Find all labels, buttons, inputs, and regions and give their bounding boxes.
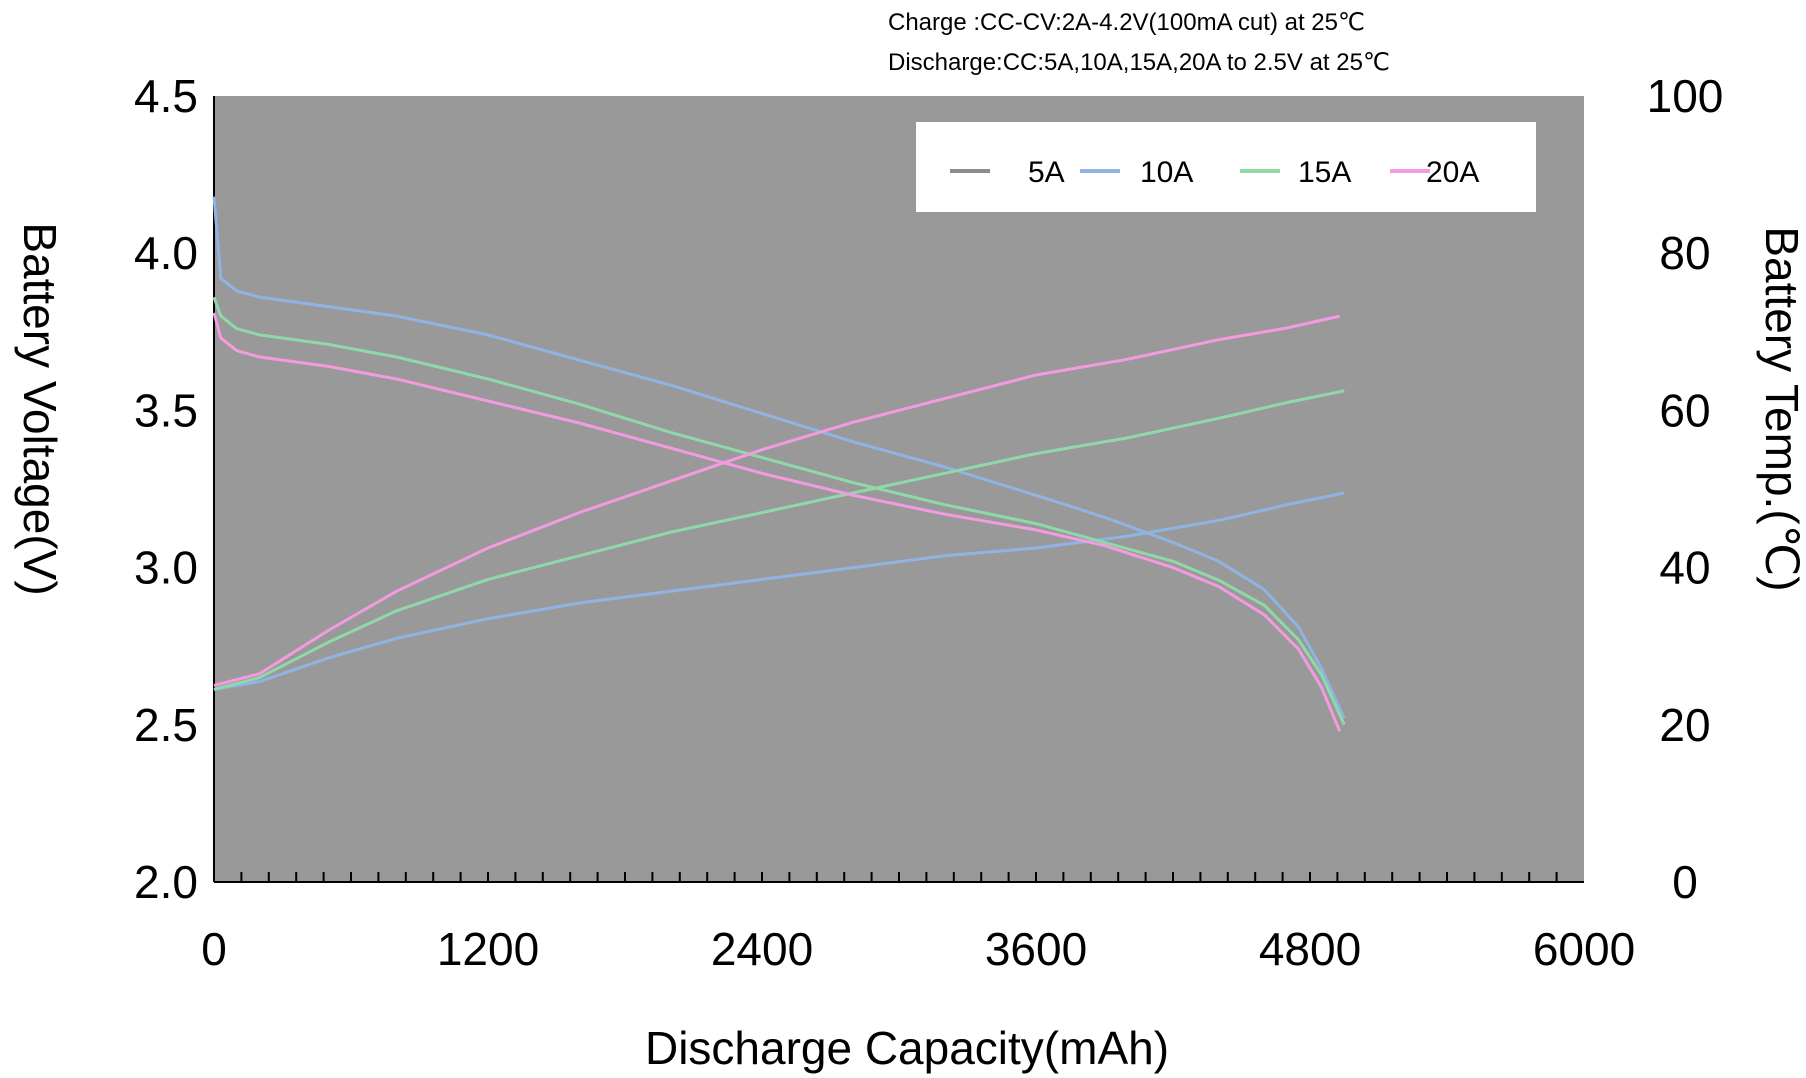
series-20a-temperature-line bbox=[213, 314, 1341, 687]
series-10a-temperature-line bbox=[213, 491, 1345, 691]
series-layer bbox=[212, 196, 1346, 732]
legend-items: 5A 10A 15A 20A bbox=[950, 156, 1479, 189]
y-tick-label: 3.0 bbox=[134, 542, 198, 594]
series-15a-temperature-line bbox=[213, 389, 1345, 691]
y-tick-label: 4.5 bbox=[134, 70, 198, 122]
y2-tick-label: 40 bbox=[1659, 542, 1710, 594]
x-tick-labels: 0 1200 2400 3600 4800 6000 bbox=[201, 923, 1635, 975]
y-tick-label: 4.0 bbox=[134, 227, 198, 279]
plot-area bbox=[214, 96, 1584, 882]
y2-tick-label: 80 bbox=[1659, 227, 1710, 279]
chart-note-charge: Charge :CC-CV:2A-4.2V(100mA cut) at 25℃ bbox=[888, 9, 1365, 36]
chart-note-discharge: Discharge:CC:5A,10A,15A,20A to 2.5V at 2… bbox=[888, 49, 1390, 76]
y-tick-label: 2.0 bbox=[134, 856, 198, 908]
series-10a-voltage-line bbox=[212, 196, 1346, 720]
legend-label-15a: 15A bbox=[1298, 156, 1351, 189]
y2-tick-label: 60 bbox=[1659, 384, 1710, 436]
y2-tick-label: 100 bbox=[1647, 70, 1724, 122]
x-tick-label: 1200 bbox=[437, 923, 539, 975]
y2-axis-title: Battery Temp.(℃) bbox=[1756, 226, 1806, 591]
series-15a-voltage-line bbox=[212, 296, 1346, 726]
x-tick-label: 3600 bbox=[985, 923, 1087, 975]
y-tick-label: 2.5 bbox=[134, 699, 198, 751]
legend-box bbox=[916, 122, 1536, 212]
legend-label-10a: 10A bbox=[1140, 156, 1193, 189]
y2-tick-label: 0 bbox=[1672, 856, 1698, 908]
legend: 5A 10A 15A 20A bbox=[916, 122, 1536, 212]
legend-label-5a: 5A bbox=[1028, 156, 1065, 189]
legend-label-20a: 20A bbox=[1426, 156, 1479, 189]
y-axis-title: Battery Voltage(V) bbox=[14, 222, 66, 595]
y2-tick-label: 20 bbox=[1659, 699, 1710, 751]
x-axis-title: Discharge Capacity(mAh) bbox=[645, 1022, 1169, 1074]
series-20a-voltage-line bbox=[212, 312, 1342, 732]
x-tick-label: 6000 bbox=[1533, 923, 1635, 975]
x-tick-label: 2400 bbox=[711, 923, 813, 975]
x-tick-label: 0 bbox=[201, 923, 227, 975]
x-minor-ticks bbox=[240, 872, 1558, 882]
y-tick-labels: 2.0 2.5 3.0 3.5 4.0 4.5 bbox=[134, 70, 198, 908]
y-tick-label: 3.5 bbox=[134, 384, 198, 436]
x-tick-label: 4800 bbox=[1259, 923, 1361, 975]
y2-tick-labels: 0 20 40 60 80 100 bbox=[1647, 70, 1724, 908]
